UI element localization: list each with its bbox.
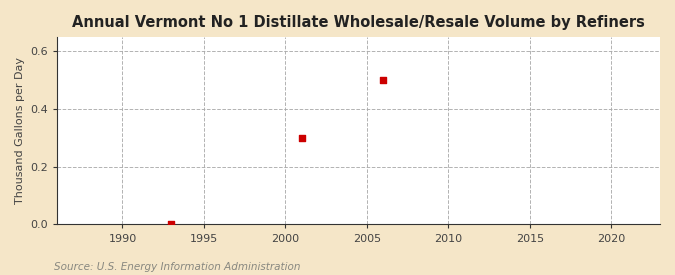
Y-axis label: Thousand Gallons per Day: Thousand Gallons per Day — [15, 57, 25, 204]
Title: Annual Vermont No 1 Distillate Wholesale/Resale Volume by Refiners: Annual Vermont No 1 Distillate Wholesale… — [72, 15, 645, 30]
Point — [296, 136, 307, 140]
Point — [166, 221, 177, 226]
Point — [378, 78, 389, 82]
Text: Source: U.S. Energy Information Administration: Source: U.S. Energy Information Administ… — [54, 262, 300, 272]
